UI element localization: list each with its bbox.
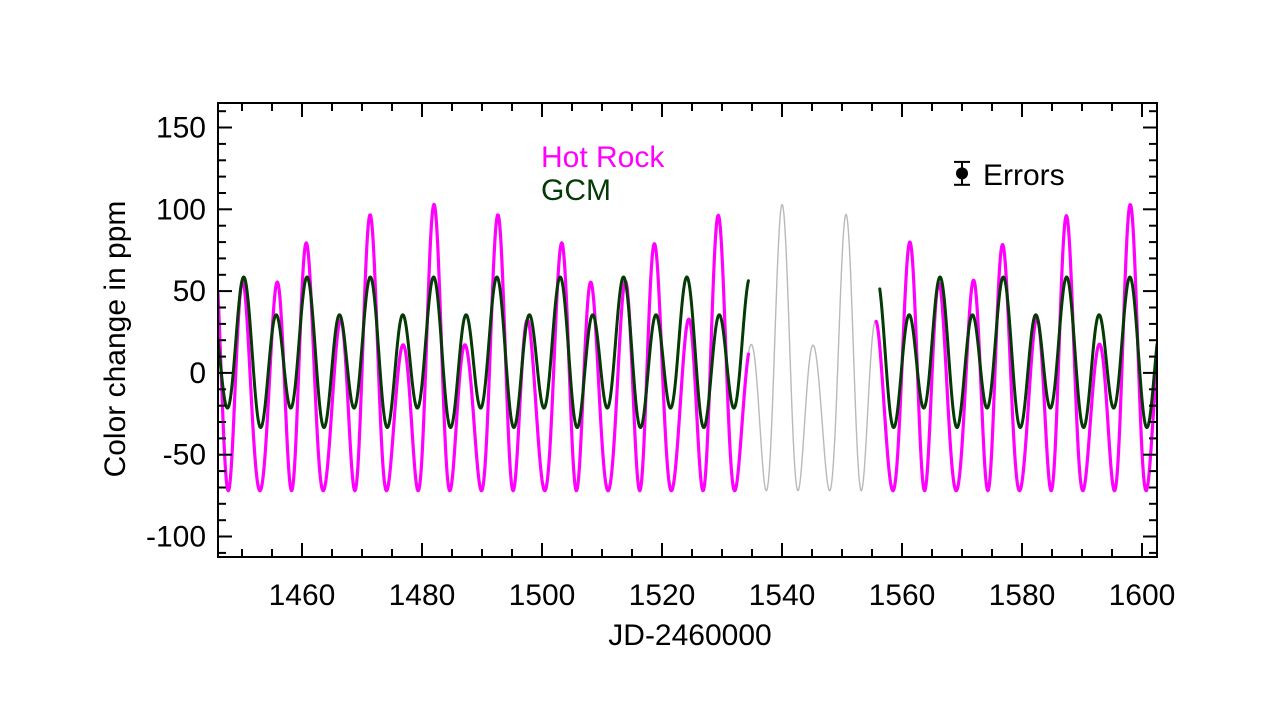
y-axis-title: Color change in ppm: [99, 200, 132, 478]
x-tick-label: 1520: [629, 579, 696, 612]
y-tick-label: -100: [146, 521, 206, 554]
errors-legend-label: Errors: [983, 159, 1065, 192]
gap-interpolation-curve: [747, 203, 877, 492]
plot-frame: [217, 102, 1158, 558]
x-tick-label: 1460: [269, 579, 336, 612]
gcm-curve: [218, 275, 750, 430]
x-tick-label: 1540: [749, 579, 816, 612]
x-tick-label: 1500: [509, 579, 576, 612]
y-tick-label: 0: [189, 357, 206, 390]
y-tick-label: -50: [163, 439, 206, 472]
x-tick-label: 1580: [989, 579, 1056, 612]
error-bar-point: [956, 167, 968, 180]
x-tick-label: 1560: [869, 579, 936, 612]
hot-rock-curve: [874, 203, 1157, 493]
gcm-curve: [878, 275, 1157, 430]
y-tick-label: 50: [173, 275, 206, 308]
x-tick-label: 1480: [389, 579, 456, 612]
legend-hot-rock-label: Hot Rock: [541, 141, 665, 174]
y-tick-label: 100: [156, 193, 206, 226]
y-tick-label: 150: [156, 112, 206, 145]
x-tick-label: 1600: [1109, 579, 1176, 612]
legend-gcm-label: GCM: [541, 174, 611, 207]
hot-rock-curve: [218, 202, 750, 493]
x-axis-title: JD-2460000: [608, 619, 772, 652]
